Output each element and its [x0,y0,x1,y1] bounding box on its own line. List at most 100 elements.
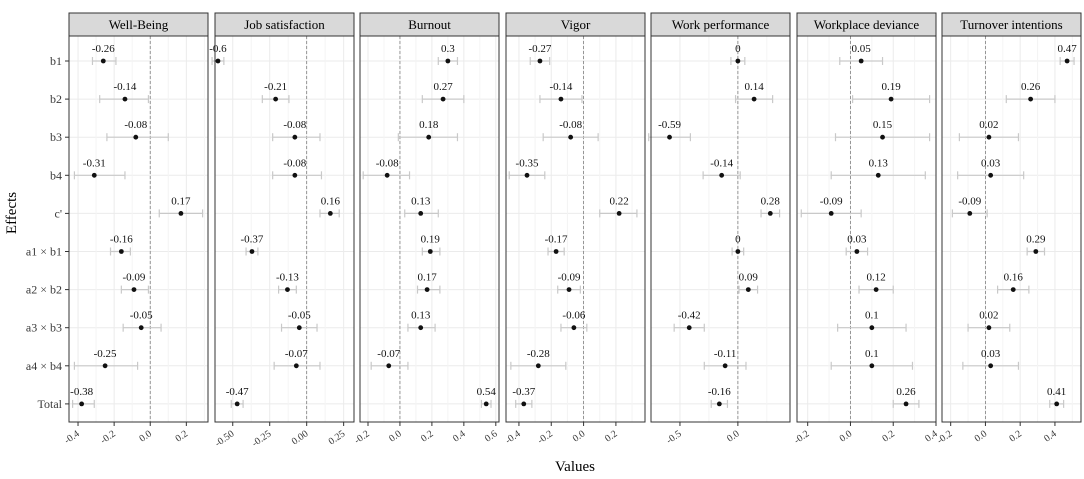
x-tick-label: 0.4 [451,428,468,444]
data-label: -0.11 [714,348,737,360]
data-point [854,249,860,254]
y-tick-label: a4 × b4 [26,359,62,373]
data-point [858,58,864,64]
data-label: 0.29 [1026,234,1046,246]
data-point [133,134,139,140]
data-label: 0.13 [411,195,431,207]
data-point [558,96,564,102]
data-point [122,96,128,102]
x-tick-label: -0.2 [536,428,555,446]
data-point [735,58,741,64]
data-label: 0.19 [881,81,901,93]
data-point [735,249,741,254]
data-point [273,96,279,102]
data-point [828,211,834,216]
data-label: -0.14 [549,81,572,93]
data-label: -0.37 [512,386,535,398]
data-point [888,96,894,102]
data-point [524,172,530,178]
data-point [1028,96,1034,102]
data-label: -0.05 [288,310,311,322]
data-point [667,134,672,140]
x-tick-label: 0.4 [1042,428,1059,444]
data-label: 0.18 [419,119,439,131]
data-point [873,287,879,292]
data-label: 0.1 [865,348,879,360]
data-point [566,287,572,292]
data-point [249,249,255,254]
y-tick-label: a1 × b1 [26,245,62,259]
data-point [521,401,527,407]
data-point [418,211,424,216]
data-point [440,96,446,102]
data-label: 0.1 [865,310,879,322]
y-tick-label: Total [38,397,63,411]
data-label: 0.26 [1021,81,1041,93]
x-tick-label: 0.2 [419,428,436,444]
data-label: -0.59 [658,119,681,131]
data-point [79,401,85,407]
facet-strip-title: Job satisfaction [244,17,325,32]
data-label: 0.13 [411,310,431,322]
data-label: -0.09 [958,195,981,207]
y-tick-label: b4 [50,168,62,182]
data-point [178,211,184,216]
panel-border [359,35,500,423]
facet-panel: Turnover intentions 0.47 0.26 0.02 0.03 -0.09… [935,12,1082,447]
data-label: -0.14 [114,81,137,93]
data-label: -0.25 [94,348,117,360]
x-tick-label: -0.2 [99,428,118,446]
data-label: -0.31 [83,157,106,169]
panel-border [796,35,937,423]
data-label: -0.07 [377,348,400,360]
data-point [568,134,574,140]
data-point [986,325,992,331]
data-point [91,172,97,178]
data-label: 0.03 [981,157,1001,169]
data-label: -0.09 [558,272,581,284]
x-tick-label: -0.4 [503,428,522,446]
x-tick-label: 0.0 [838,428,855,444]
data-label: -0.35 [516,157,539,169]
facet-panel: Vigor -0.27 -0.14 -0.08 -0.35 0.22 -0.17 -0.09 -… [503,12,646,447]
data-point [1054,401,1060,407]
data-label: -0.08 [283,119,306,131]
panel-border [214,35,355,423]
x-tick-label: 0.0 [387,428,404,444]
data-label: 0.27 [433,81,453,93]
data-point [986,134,992,140]
data-point [426,134,432,140]
data-label: 0.17 [417,272,437,284]
facet-panel: Workplace deviance 0.05 0.19 0.15 0.13 -0.09 0… [792,12,940,447]
data-point [215,58,221,64]
data-point [869,363,875,369]
data-label: 0.16 [1004,272,1024,284]
x-tick-label: 0.0 [571,428,588,444]
x-tick-label: -0.4 [62,428,81,446]
data-point [616,211,622,216]
data-label: 0.3 [441,43,455,55]
panels-layer: Well-Being -0.26 -0.14 -0.08 -0.31 0.17 -0.16 -… [62,12,1082,449]
data-point [751,96,757,102]
y-tick-label: b1 [50,54,62,68]
data-label: -0.16 [708,386,731,398]
data-point [716,401,722,407]
data-point [418,325,424,331]
data-label: -0.08 [376,157,399,169]
data-label: -0.05 [130,310,153,322]
data-label: 0.09 [739,272,759,284]
data-point [1033,249,1039,254]
x-tick-label: -0.2 [352,428,371,446]
data-point [292,172,298,178]
facet-panel: Well-Being -0.26 -0.14 -0.08 -0.31 0.17 -0.16 -… [62,12,209,447]
data-label: -0.21 [264,81,287,93]
data-point [767,211,773,216]
data-label: -0.07 [285,348,308,360]
data-label: -0.17 [545,234,568,246]
x-tick-label: -0.2 [935,428,954,446]
x-tick-label: 0.0 [137,428,154,444]
x-tick-label: 0.2 [880,428,897,444]
data-point [722,363,728,369]
data-label: 0.05 [852,43,872,55]
data-label: -0.42 [678,310,701,322]
